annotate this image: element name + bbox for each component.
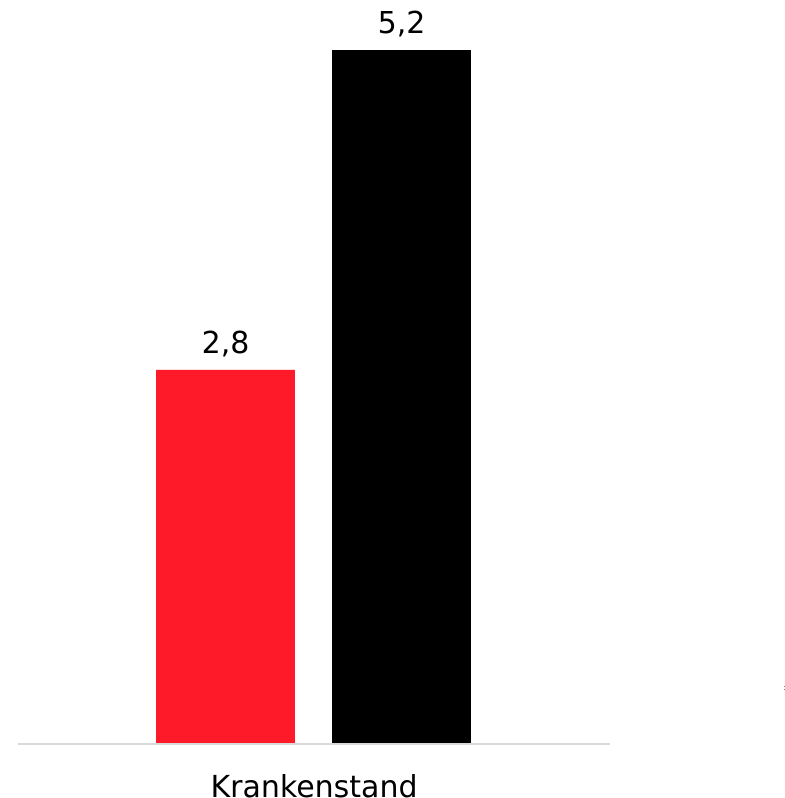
data-labels-group: 2,8 5,2 (202, 6, 426, 361)
bar-series-0 (156, 369, 295, 743)
bars-group (156, 50, 471, 743)
stray-mark: : (783, 683, 785, 692)
data-label-series-1: 5,2 (378, 6, 426, 41)
data-label-series-0: 2,8 (202, 326, 250, 361)
category-label: Krankenstand (210, 770, 417, 798)
bar-series-1 (332, 50, 471, 743)
